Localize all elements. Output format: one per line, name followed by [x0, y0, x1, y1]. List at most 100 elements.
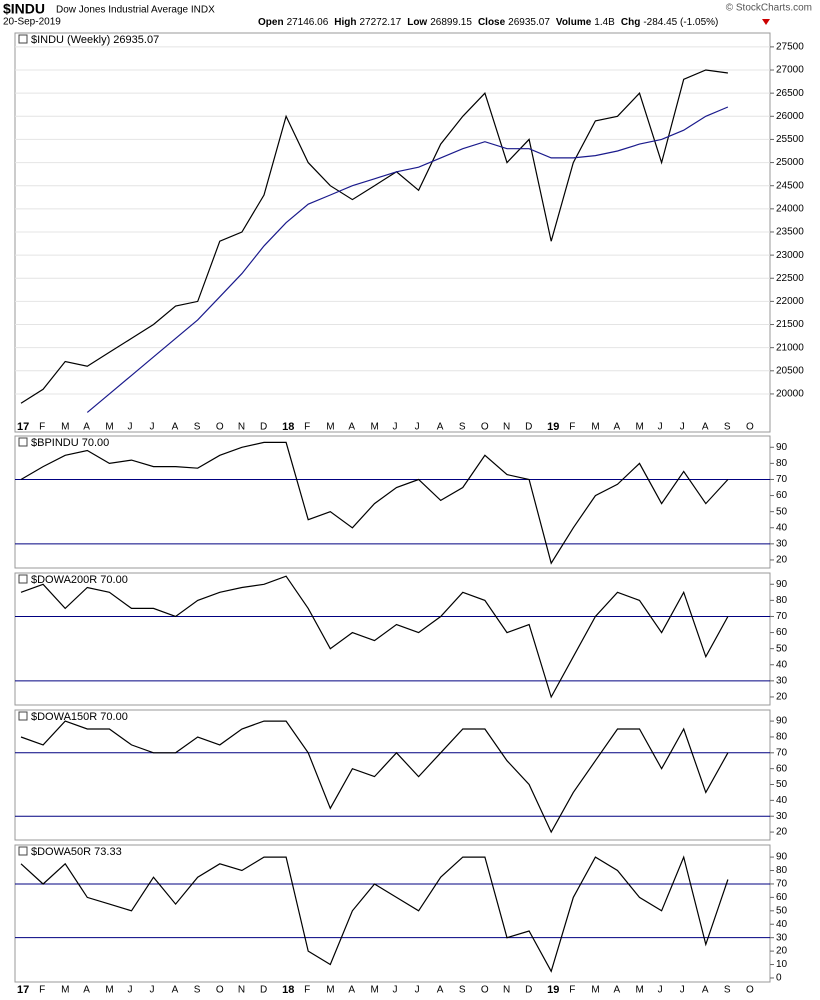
x-tick-label: M — [636, 985, 644, 996]
x-tick-label: J — [658, 985, 663, 996]
legend-label: $DOWA150R 70.00 — [31, 711, 128, 723]
legend-label: $BPINDU 70.00 — [31, 437, 109, 449]
x-tick-label: S — [724, 422, 731, 433]
quote-label: Chg — [621, 17, 640, 28]
x-tick-label: F — [569, 985, 575, 996]
x-tick-label: M — [636, 422, 644, 433]
series-line — [20, 69, 728, 404]
x-tick-label: D — [525, 985, 532, 996]
x-tick-label: M — [105, 422, 113, 433]
quote-label: Close — [478, 17, 506, 28]
y-tick-label: 30 — [776, 932, 788, 943]
legend-swatch — [18, 34, 28, 44]
x-tick-label: 18 — [282, 984, 294, 996]
x-tick-label: F — [304, 985, 310, 996]
series-line — [86, 106, 729, 413]
x-tick-label: M — [591, 422, 599, 433]
x-tick-label: J — [415, 985, 420, 996]
y-tick-label: 90 — [776, 716, 788, 727]
x-tick-label: M — [591, 985, 599, 996]
y-tick-label: 24500 — [776, 180, 804, 191]
y-tick-label: 20500 — [776, 365, 804, 376]
y-tick-label: 22500 — [776, 273, 804, 284]
x-tick-label: S — [459, 985, 466, 996]
x-tick-label: A — [348, 985, 355, 996]
quote-value: 1.4B — [594, 17, 615, 28]
y-tick-label: 22000 — [776, 296, 804, 307]
y-tick-label: 50 — [776, 779, 788, 790]
x-tick-label: S — [194, 985, 201, 996]
x-tick-label: O — [216, 422, 224, 433]
y-tick-label: 60 — [776, 763, 788, 774]
x-tick-label: M — [370, 422, 378, 433]
x-tick-label: A — [172, 985, 179, 996]
x-tick-label: A — [437, 985, 444, 996]
credit: © StockCharts.com — [726, 3, 812, 14]
x-tick-label: 17 — [17, 984, 29, 996]
y-tick-label: 70 — [776, 747, 788, 758]
panel-frame — [14, 572, 771, 706]
x-tick-label: A — [613, 985, 620, 996]
x-tick-label: M — [326, 422, 334, 433]
y-tick-label: 20 — [776, 555, 788, 566]
x-tick-label: M — [105, 985, 113, 996]
x-tick-label: A — [172, 422, 179, 433]
y-tick-label: 0 — [776, 973, 782, 984]
y-tick-label: 80 — [776, 865, 788, 876]
y-tick-label: 23500 — [776, 227, 804, 238]
x-tick-label: 17 — [17, 421, 29, 433]
y-tick-label: 25500 — [776, 134, 804, 145]
y-tick-label: 10 — [776, 959, 788, 970]
y-tick-label: 70 — [776, 474, 788, 485]
x-tick-label: D — [260, 422, 267, 433]
y-tick-label: 24000 — [776, 203, 804, 214]
x-tick-label: 18 — [282, 421, 294, 433]
y-tick-label: 60 — [776, 490, 788, 501]
y-tick-label: 30 — [776, 675, 788, 686]
y-tick-label: 40 — [776, 795, 788, 806]
x-tick-label: N — [238, 985, 245, 996]
legend-label: $INDU (Weekly) 26935.07 — [31, 34, 159, 46]
quote-value: 27146.06 — [287, 17, 329, 28]
x-tick-label: J — [127, 422, 132, 433]
x-tick-label: J — [393, 422, 398, 433]
x-tick-label: J — [680, 985, 685, 996]
y-tick-label: 20000 — [776, 389, 804, 400]
y-tick-label: 50 — [776, 643, 788, 654]
y-tick-label: 40 — [776, 919, 788, 930]
panel-frame — [14, 844, 771, 983]
quote-value: 26935.07 — [508, 17, 550, 28]
y-tick-label: 40 — [776, 659, 788, 670]
x-tick-label: F — [39, 422, 45, 433]
x-tick-label: D — [260, 985, 267, 996]
x-tick-label: S — [724, 985, 731, 996]
x-tick-label: A — [437, 422, 444, 433]
x-tick-label: A — [83, 985, 90, 996]
series-line — [20, 720, 729, 834]
x-tick-label: M — [326, 985, 334, 996]
y-tick-label: 80 — [776, 595, 788, 606]
x-tick-label: J — [393, 985, 398, 996]
y-tick-label: 50 — [776, 506, 788, 517]
y-tick-label: 80 — [776, 458, 788, 469]
x-tick-label: M — [61, 985, 69, 996]
y-tick-label: 70 — [776, 879, 788, 890]
y-tick-label: 27500 — [776, 42, 804, 53]
quote: Open 27146.06 High 27272.17 Low 26899.15 Close… — [258, 17, 718, 28]
y-tick-label: 50 — [776, 905, 788, 916]
date: 20-Sep-2019 — [3, 17, 61, 28]
series-line — [20, 855, 729, 973]
x-tick-label: J — [150, 985, 155, 996]
y-tick-label: 20 — [776, 827, 788, 838]
x-tick-label: A — [613, 422, 620, 433]
y-tick-label: 23000 — [776, 250, 804, 261]
x-tick-label: S — [194, 422, 201, 433]
legend-label: $DOWA50R 73.33 — [31, 846, 122, 858]
x-tick-label: M — [370, 985, 378, 996]
series-line — [20, 575, 729, 699]
y-tick-label: 90 — [776, 442, 788, 453]
x-tick-label: 19 — [547, 984, 559, 996]
y-tick-label: 30 — [776, 538, 788, 549]
y-tick-label: 40 — [776, 522, 788, 533]
panel-frame — [14, 435, 771, 569]
